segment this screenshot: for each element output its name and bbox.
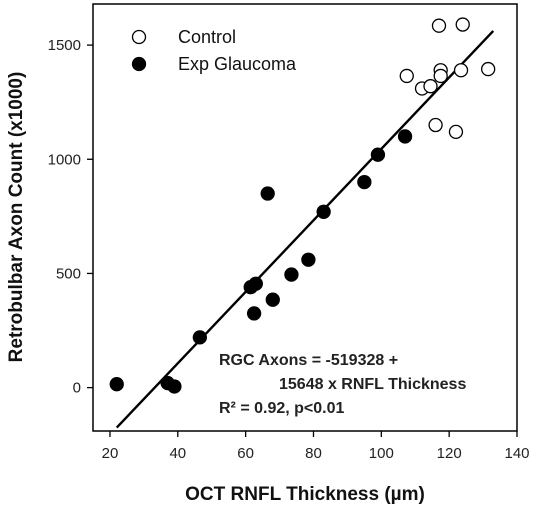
regression-annotation: RGC Axons = -519328 + 15648 x RNFL Thick…: [219, 352, 466, 417]
regression-line: [115, 30, 495, 429]
annotation-line-2: 15648 x RNFL Thickness: [279, 376, 466, 393]
y-tick-label: 500: [56, 265, 81, 282]
point-control: [481, 61, 496, 77]
legend-label-exp-glaucoma: Exp Glaucoma: [178, 54, 297, 74]
point-exp-glaucoma: [192, 330, 207, 345]
point-control: [399, 68, 414, 84]
x-tick-label: 40: [169, 445, 186, 462]
point-exp-glaucoma: [265, 292, 280, 307]
point-control: [433, 68, 448, 84]
point-control: [448, 124, 464, 140]
x-tick-label: 120: [437, 445, 462, 462]
x-tick-label: 80: [305, 445, 322, 462]
annotation-line-1: RGC Axons = -519328 +: [219, 352, 398, 369]
x-tick-label: 140: [504, 445, 529, 462]
x-tick-label: 20: [102, 445, 119, 462]
point-exp-glaucoma: [260, 186, 275, 201]
data-points: [109, 17, 496, 394]
legend-marker-control: [131, 29, 147, 45]
point-exp-glaucoma: [109, 377, 124, 392]
point-exp-glaucoma: [370, 147, 386, 162]
point-exp-glaucoma: [248, 276, 263, 291]
x-tick-label: 60: [237, 445, 254, 462]
point-control: [453, 63, 469, 78]
point-exp-glaucoma: [167, 379, 182, 394]
point-exp-glaucoma: [284, 267, 299, 282]
point-control: [423, 79, 438, 94]
point-control: [431, 18, 447, 33]
y-tick-label: 1500: [48, 37, 81, 54]
annotation-line-3: R² = 0.92, p<0.01: [219, 400, 345, 417]
point-control: [455, 17, 470, 32]
legend-marker-exp-glaucoma: [131, 56, 147, 72]
y-tick-label: 0: [73, 380, 81, 397]
plot-frame: [92, 3, 518, 432]
point-exp-glaucoma: [397, 129, 413, 144]
point-exp-glaucoma: [357, 174, 372, 190]
y-tick-label: 1000: [48, 151, 81, 168]
legend-label-control: Control: [178, 27, 236, 47]
axis-ticks: 20 40 60 80 100 120 140 0 500 1000 1500: [48, 37, 530, 462]
regression-layer: [115, 30, 495, 429]
y-axis-title: Retrobulbar Axon Count (x1000): [6, 72, 27, 363]
point-exp-glaucoma: [316, 204, 331, 219]
point-exp-glaucoma: [246, 306, 262, 321]
x-axis-title: OCT RNFL Thickness (µm): [185, 484, 425, 505]
point-exp-glaucoma: [301, 252, 316, 267]
x-tick-label: 100: [369, 445, 394, 462]
legend: Control Exp Glaucoma: [131, 27, 297, 74]
point-control: [428, 117, 443, 133]
